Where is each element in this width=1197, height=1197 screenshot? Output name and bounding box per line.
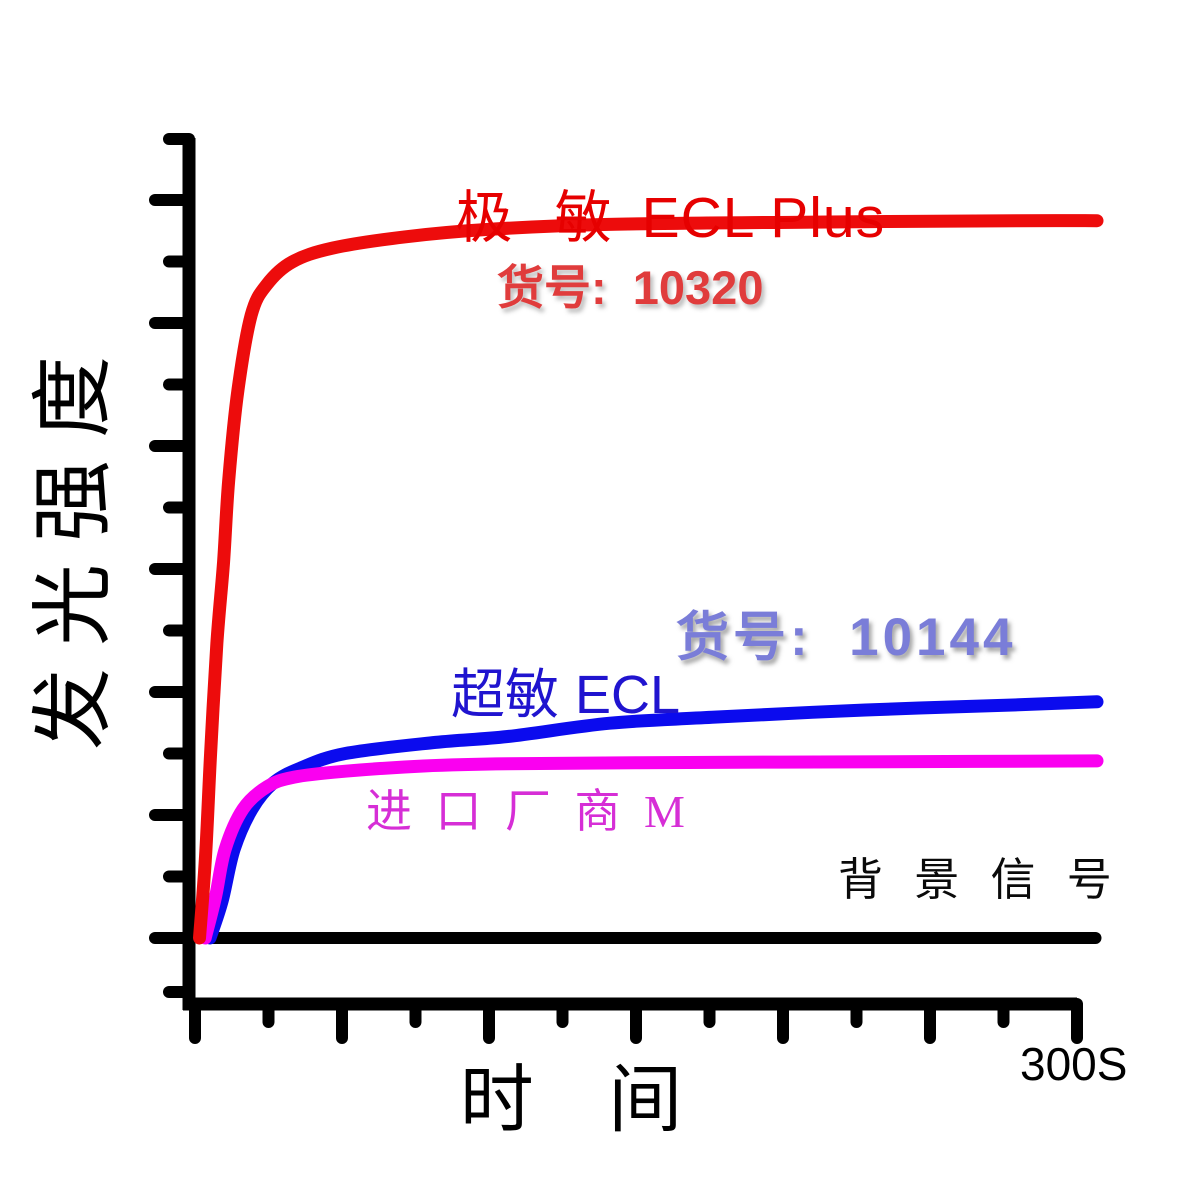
catalog-number-blue-label: 货号: 10144 (676, 608, 1017, 667)
series-label-ultra-ecl: 超敏 ECL (391, 614, 680, 776)
background-signal-label: 背 景 信 号 (838, 855, 1122, 905)
chart-title: 极 敏 ECL Plus (392, 133, 885, 304)
chart-title-latin: ECL Plus (641, 186, 886, 250)
series-label-importer-m: 进 口 厂 商 M (366, 786, 691, 837)
importer-m-line (198, 754, 1104, 945)
ultra-ecl-line (203, 695, 1104, 945)
x-axis-title: 时 间 (459, 1060, 711, 1142)
ecl-plus-line (193, 214, 1104, 945)
x-axis-max-tick-label: 300S (1020, 1038, 1128, 1090)
catalog-number-red-label: 货号: 10320 (497, 261, 764, 314)
series-label-ultra-ecl-latin: ECL (575, 665, 681, 725)
series-label-ultra-ecl-cjk: 超敏 (451, 665, 560, 725)
y-axis-title: 发光强度 (28, 333, 119, 751)
chart-title-cjk: 极 敏 (455, 187, 626, 250)
